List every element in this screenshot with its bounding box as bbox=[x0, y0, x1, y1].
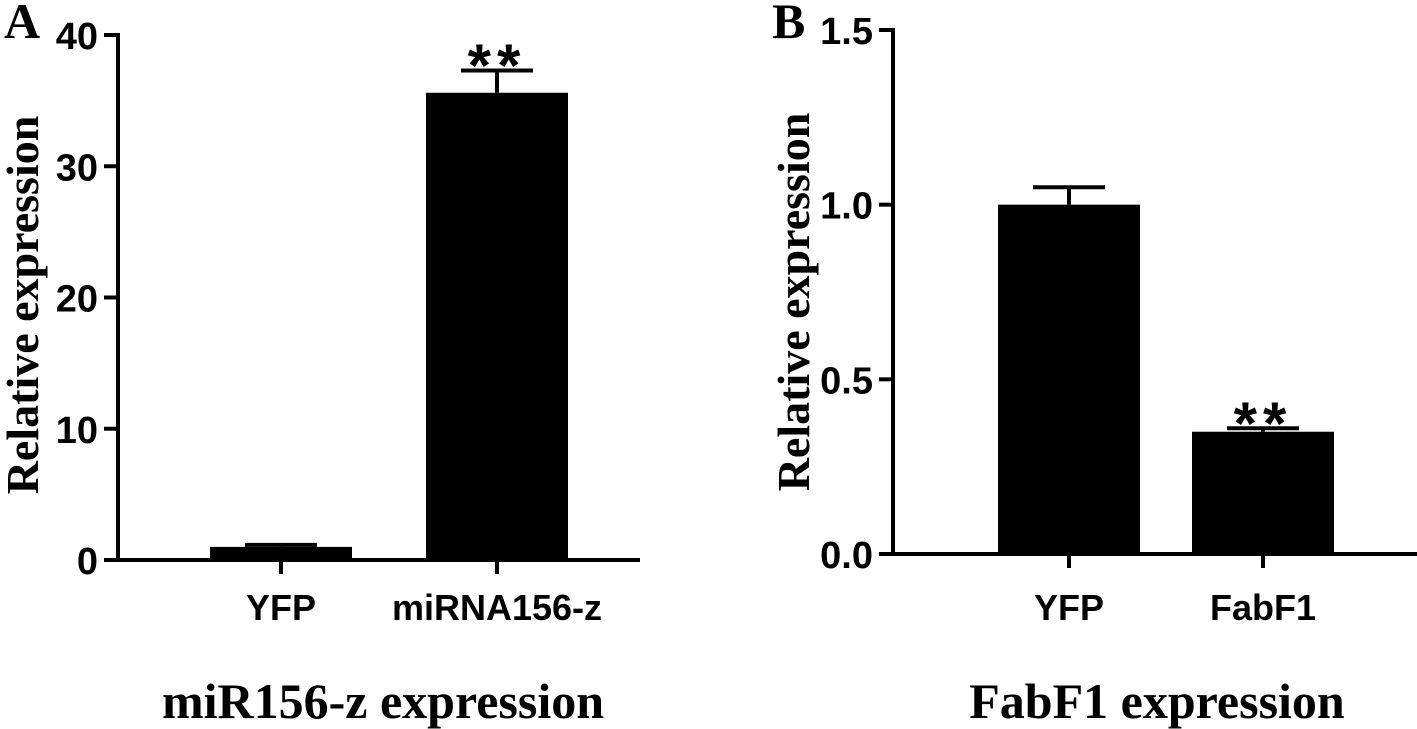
category-label-a-1: YFP bbox=[246, 587, 316, 628]
panel-label-b: B bbox=[772, 0, 805, 49]
category-label-b-2: FabF1 bbox=[1210, 587, 1316, 628]
y-tick-label-b: 1.0 bbox=[820, 186, 873, 228]
y-tick-label-a: 30 bbox=[56, 147, 98, 189]
y-tick-label-a: 20 bbox=[56, 279, 98, 321]
y-tick-label-b: 0.0 bbox=[820, 535, 873, 577]
bar-a-1 bbox=[210, 546, 352, 560]
panel-b: B Relative expression FabF1 expression 0… bbox=[768, 0, 1417, 729]
significance-mark-b: ** bbox=[1234, 390, 1293, 457]
panel-a: A Relative expression miR156-z expressio… bbox=[0, 0, 640, 729]
x-axis-title-a: miR156-z expression bbox=[162, 673, 604, 729]
y-tick-label-b: 1.5 bbox=[820, 11, 873, 53]
bar-a-2 bbox=[426, 92, 568, 560]
axes-a bbox=[116, 33, 640, 574]
x-axis-title-b: FabF1 expression bbox=[969, 673, 1345, 729]
y-axis-label-a: Relative expression bbox=[0, 116, 48, 495]
axes-b bbox=[891, 28, 1417, 568]
bars-b: YFP FabF1 ** bbox=[998, 185, 1334, 628]
y-tick-label-b: 0.5 bbox=[820, 360, 873, 402]
bars-a: YFP miRNA156-z ** bbox=[210, 32, 602, 628]
bar-b-1 bbox=[998, 204, 1140, 554]
bar-b-2 bbox=[1192, 431, 1334, 554]
y-tick-label-a: 40 bbox=[56, 16, 98, 58]
significance-mark-a: ** bbox=[468, 32, 527, 99]
y-ticks-b: 0.0 0.5 1.0 1.5 bbox=[820, 11, 893, 577]
y-tick-label-a: 0 bbox=[77, 541, 98, 583]
panel-label-a: A bbox=[4, 0, 40, 49]
y-axis-label-b: Relative expression bbox=[768, 113, 819, 492]
category-label-a-2: miRNA156-z bbox=[392, 587, 602, 628]
y-ticks-a: 0 10 20 30 40 bbox=[56, 16, 118, 583]
y-tick-label-a: 10 bbox=[56, 410, 98, 452]
category-label-b-1: YFP bbox=[1034, 587, 1104, 628]
